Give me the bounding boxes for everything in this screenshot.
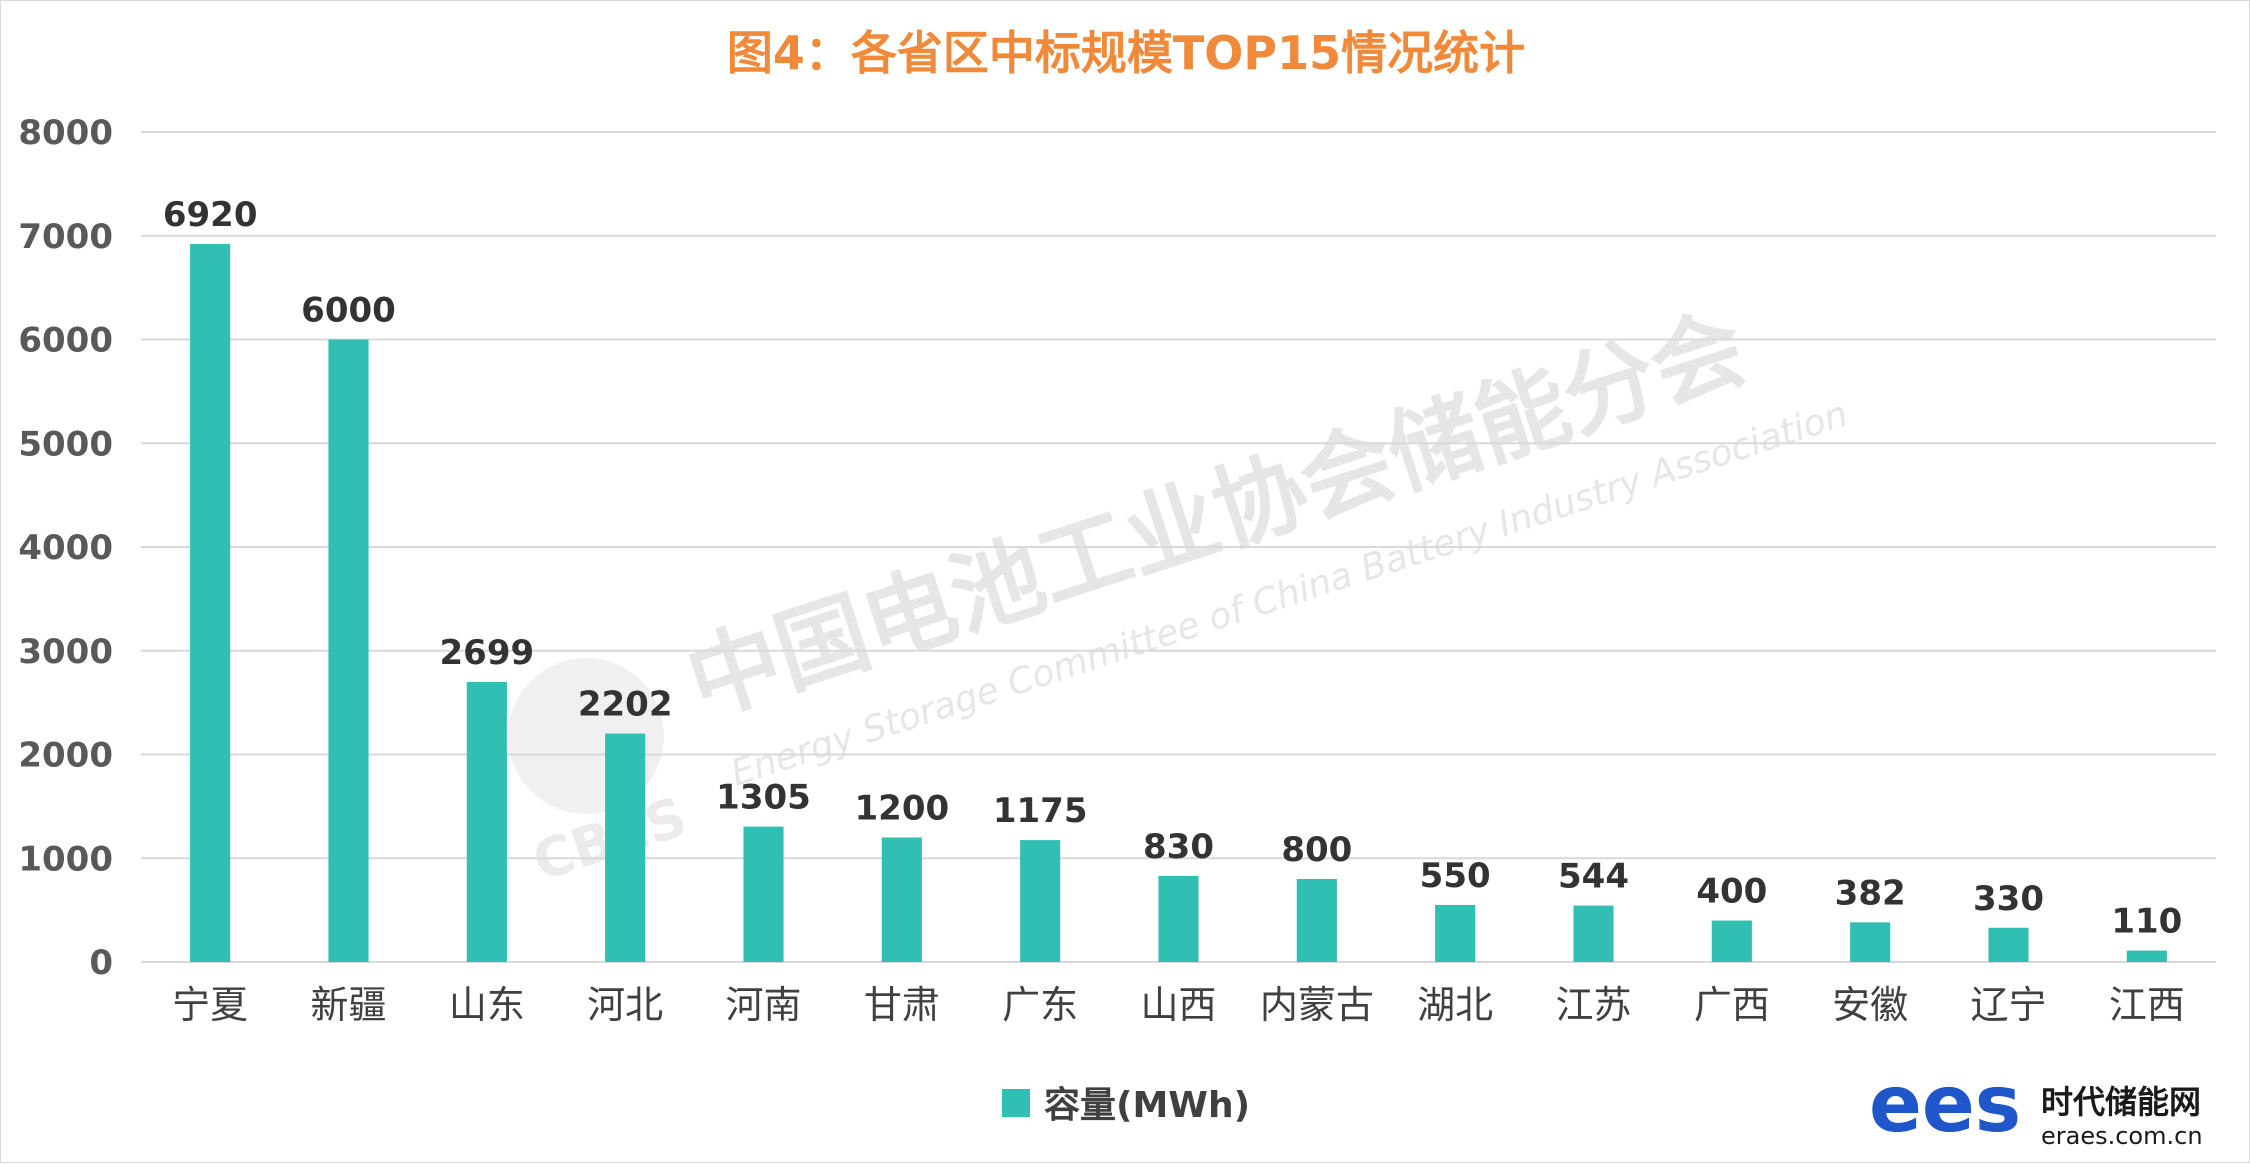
ees-url: eraes.com.cn (2041, 1122, 2203, 1150)
bar (1020, 840, 1061, 962)
data-label: 330 (1973, 879, 2044, 919)
y-axis: 0 1000 2000 3000 4000 5000 6000 7000 8000 (18, 113, 113, 983)
data-label: 6000 (301, 291, 396, 331)
data-label: 382 (1835, 873, 1906, 913)
y-tick-label: 4000 (18, 528, 113, 568)
x-tick-label: 湖北 (1417, 983, 1493, 1027)
bar (1711, 920, 1752, 962)
x-tick-label: 内蒙古 (1260, 983, 1374, 1027)
data-label: 6920 (163, 195, 258, 235)
x-tick-label: 广东 (1002, 983, 1078, 1027)
ees-name: 时代储能网 (2041, 1083, 2201, 1121)
bar (1435, 904, 1476, 962)
ees-branding: ees 时代储能网 eraes.com.cn (1869, 1060, 2203, 1150)
data-label: 2202 (578, 685, 673, 725)
bar (2126, 950, 2167, 962)
x-tick-label: 江苏 (1555, 983, 1631, 1027)
bar (466, 681, 507, 962)
watermark: CBES 中国电池工业协会储能分会 Energy Storage Committ… (508, 294, 1853, 893)
y-tick-label: 2000 (18, 736, 113, 776)
data-label: 550 (1420, 856, 1491, 896)
x-tick-label: 河北 (587, 983, 663, 1027)
y-tick-label: 0 (89, 943, 113, 983)
bar (605, 733, 646, 962)
data-label: 830 (1143, 827, 1214, 867)
bar (1296, 879, 1337, 962)
bar (190, 244, 231, 963)
data-label: 1200 (855, 789, 950, 829)
data-label: 2699 (440, 633, 535, 673)
data-labels: 6920 6000 2699 2202 1305 1200 1175 830 800 550 544… (163, 195, 2182, 942)
bar (1573, 905, 1614, 962)
x-tick-label: 山东 (449, 983, 525, 1027)
x-tick-label: 江西 (2109, 983, 2185, 1027)
x-tick-label: 甘肃 (864, 983, 940, 1027)
data-label: 800 (1281, 830, 1352, 870)
bar (328, 339, 369, 962)
bar (1158, 875, 1199, 962)
x-tick-label: 河南 (725, 983, 801, 1027)
y-tick-label: 5000 (18, 424, 113, 464)
bars (190, 244, 2167, 963)
y-tick-label: 3000 (18, 632, 113, 672)
bar (1850, 922, 1891, 962)
legend: 容量(MWh) (1002, 1085, 1250, 1126)
legend-swatch (1002, 1089, 1030, 1117)
data-label: 1175 (993, 791, 1088, 831)
data-label: 110 (2111, 902, 2182, 942)
x-tick-label: 广西 (1694, 983, 1770, 1027)
bar (1988, 927, 2029, 962)
y-tick-label: 8000 (18, 113, 113, 153)
bar (881, 837, 922, 962)
x-tick-label: 新疆 (310, 983, 386, 1027)
bar (743, 826, 784, 962)
x-tick-label: 辽宁 (1970, 983, 2046, 1027)
ees-logo: ees (1869, 1060, 2021, 1150)
x-axis: 宁夏 新疆 山东 河北 河南 甘肃 广东 山西 内蒙古 湖北 江苏 广西 安徽 辽宁 江西 (172, 983, 2185, 1027)
data-label: 544 (1558, 857, 1629, 897)
x-tick-label: 宁夏 (172, 983, 248, 1027)
chart-title: 图4：各省区中标规模TOP15情况统计 (727, 26, 1525, 80)
y-tick-label: 7000 (18, 217, 113, 257)
y-tick-label: 6000 (18, 321, 113, 361)
x-tick-label: 山西 (1140, 983, 1216, 1027)
data-label: 400 (1696, 872, 1767, 912)
data-label: 1305 (716, 778, 811, 818)
legend-label: 容量(MWh) (1044, 1085, 1250, 1126)
y-tick-label: 1000 (18, 839, 113, 879)
x-tick-label: 安徽 (1832, 983, 1908, 1027)
